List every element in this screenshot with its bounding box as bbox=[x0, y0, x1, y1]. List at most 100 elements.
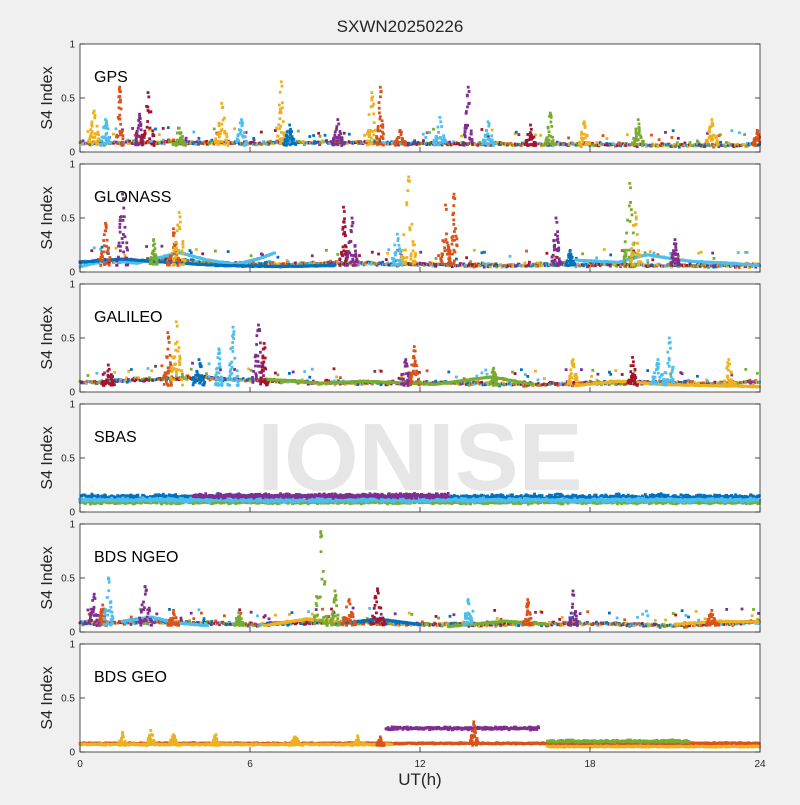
y-axis-label: S4 Index bbox=[39, 66, 56, 129]
data-point bbox=[99, 144, 102, 147]
data-point bbox=[154, 128, 157, 131]
data-point bbox=[414, 256, 417, 259]
data-point bbox=[696, 375, 699, 378]
data-point bbox=[681, 372, 684, 375]
data-point bbox=[99, 259, 102, 262]
data-point bbox=[115, 127, 118, 130]
data-point bbox=[644, 251, 647, 254]
data-point bbox=[637, 249, 640, 252]
data-point bbox=[664, 131, 667, 134]
data-point bbox=[367, 131, 370, 134]
data-point bbox=[624, 255, 627, 258]
data-point bbox=[167, 126, 170, 129]
data-point bbox=[633, 256, 636, 259]
data-point bbox=[344, 260, 347, 263]
data-point bbox=[524, 262, 527, 265]
data-point bbox=[715, 142, 718, 145]
data-point bbox=[274, 129, 277, 132]
data-point bbox=[342, 206, 345, 209]
data-point bbox=[143, 130, 146, 133]
data-point bbox=[131, 127, 134, 130]
data-point bbox=[370, 105, 373, 108]
data-point bbox=[347, 250, 350, 253]
data-point bbox=[167, 257, 170, 260]
data-point bbox=[419, 251, 422, 254]
data-point bbox=[394, 143, 397, 146]
data-point bbox=[279, 91, 282, 94]
data-point bbox=[448, 256, 451, 259]
y-tick-label: 0 bbox=[69, 268, 75, 279]
data-point bbox=[529, 143, 532, 146]
data-point bbox=[443, 246, 446, 249]
data-point bbox=[453, 193, 456, 196]
data-point bbox=[105, 133, 108, 136]
data-point bbox=[182, 253, 185, 256]
data-point bbox=[281, 101, 284, 104]
data-point bbox=[631, 214, 634, 217]
data-point bbox=[126, 249, 129, 252]
data-point bbox=[632, 243, 635, 246]
data-point bbox=[337, 143, 340, 146]
data-point bbox=[140, 140, 143, 143]
data-point bbox=[559, 260, 562, 263]
data-point bbox=[112, 133, 115, 136]
data-point bbox=[87, 130, 90, 133]
data-point bbox=[646, 259, 649, 262]
data-point bbox=[432, 128, 435, 131]
data-point bbox=[340, 144, 343, 147]
data-point bbox=[756, 129, 759, 132]
data-point bbox=[218, 136, 221, 139]
data-point bbox=[737, 251, 740, 254]
data-point bbox=[335, 125, 338, 128]
data-point bbox=[393, 244, 396, 247]
data-point bbox=[181, 243, 184, 246]
data-point bbox=[378, 101, 381, 104]
data-point bbox=[453, 230, 456, 233]
data-point bbox=[87, 140, 90, 143]
data-point bbox=[556, 238, 559, 241]
data-point bbox=[115, 136, 118, 139]
data-point bbox=[545, 137, 548, 140]
data-point bbox=[447, 246, 450, 249]
data-point bbox=[226, 135, 229, 138]
data-point bbox=[556, 230, 559, 233]
data-point bbox=[448, 253, 451, 256]
data-point bbox=[398, 259, 401, 262]
data-point bbox=[392, 258, 395, 261]
data-point bbox=[109, 256, 112, 259]
data-point bbox=[148, 137, 151, 140]
data-point bbox=[289, 128, 292, 131]
data-point bbox=[525, 140, 528, 143]
data-point bbox=[221, 106, 224, 109]
data-point bbox=[438, 116, 441, 119]
data-point bbox=[102, 126, 105, 129]
data-point bbox=[176, 252, 179, 255]
data-point bbox=[373, 121, 376, 124]
data-point bbox=[401, 137, 404, 140]
data-point bbox=[580, 133, 583, 136]
data-point bbox=[225, 139, 228, 142]
data-point bbox=[213, 128, 216, 131]
data-point bbox=[469, 260, 472, 263]
data-point bbox=[182, 240, 185, 243]
data-point bbox=[453, 262, 456, 265]
data-point bbox=[273, 252, 276, 255]
data-point bbox=[119, 231, 122, 234]
data-point bbox=[579, 144, 582, 147]
data-point bbox=[178, 261, 181, 264]
data-point bbox=[351, 221, 354, 224]
data-point bbox=[233, 368, 236, 371]
data-point bbox=[738, 131, 741, 134]
data-point bbox=[565, 261, 568, 264]
data-point bbox=[172, 234, 175, 237]
data-point bbox=[439, 120, 442, 123]
data-point bbox=[473, 249, 476, 252]
data-point bbox=[609, 373, 612, 376]
data-point bbox=[153, 253, 156, 256]
data-point bbox=[400, 133, 403, 136]
data-point bbox=[410, 255, 413, 258]
data-point bbox=[381, 136, 384, 139]
data-point bbox=[554, 143, 557, 146]
data-point bbox=[641, 140, 644, 143]
